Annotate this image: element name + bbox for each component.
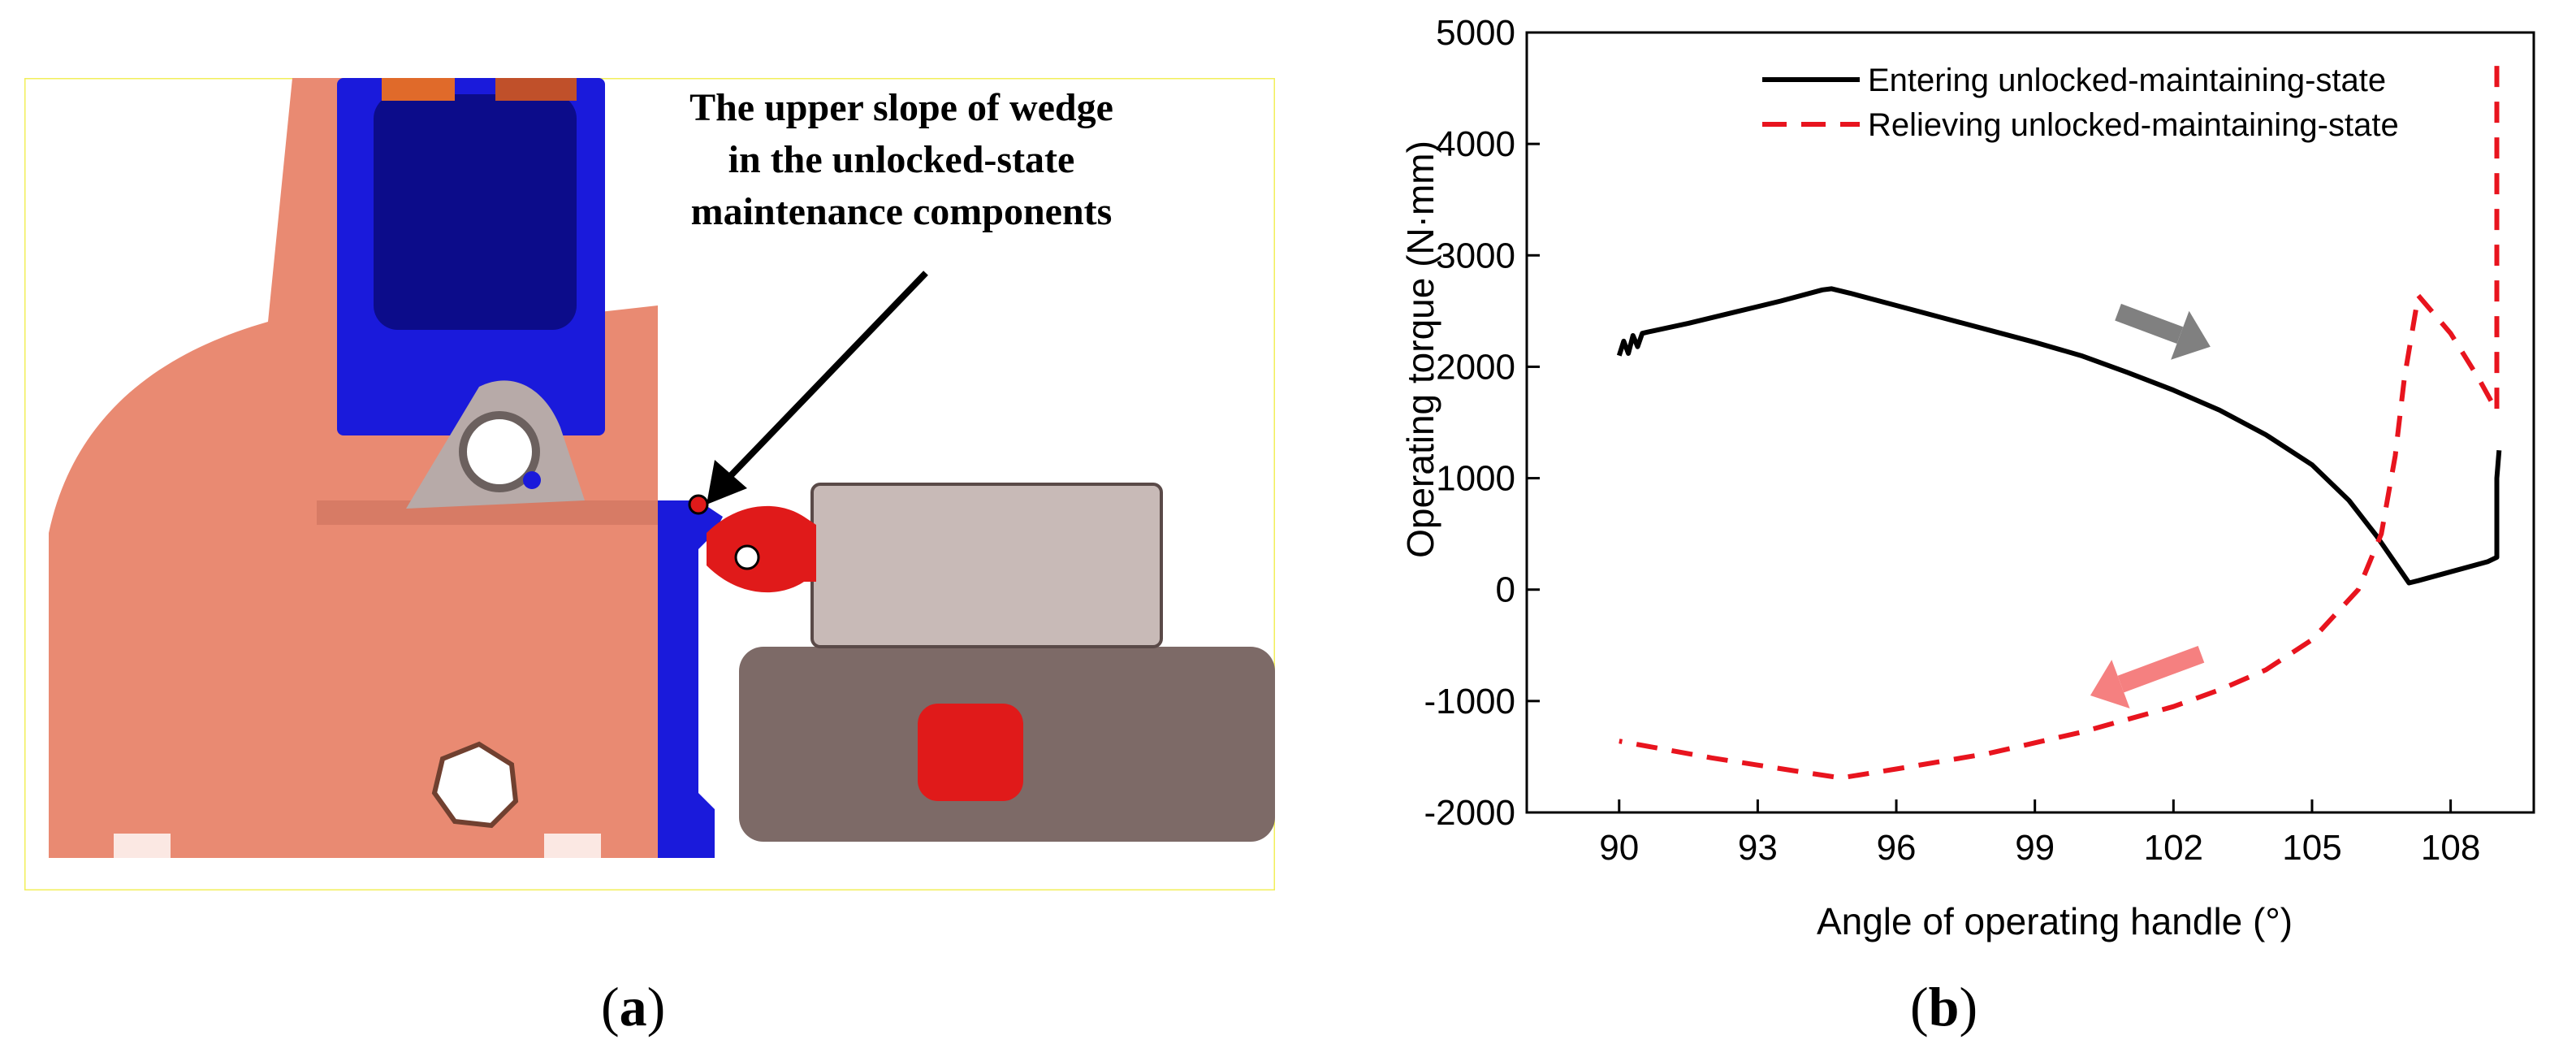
unlocked-state-wedge (658, 500, 723, 858)
clevis-hole (734, 544, 760, 570)
panel-b-caption-letter: b (1928, 976, 1960, 1038)
y-tick-label: 1000 (1436, 459, 1515, 499)
panel-b-caption: (b) (1910, 975, 1977, 1039)
mechanism-rendering: The upper slope of wedge in the unlocked… (24, 78, 1275, 890)
wedge-slope-marker (688, 494, 709, 515)
panel-b-caption-close: ) (1959, 976, 1978, 1038)
panel-a-caption: (a) (601, 975, 665, 1039)
y-tick-label: -2000 (1424, 793, 1515, 833)
annotation-arrow-head (707, 460, 747, 505)
link-dot (523, 471, 541, 489)
chart-axes: 90 93 96 99 102 105 108 5000 4000 3000 2000 1000 0 -1… (1424, 13, 2535, 868)
x-tick-label: 99 (2015, 828, 2055, 868)
frame-tab (544, 834, 601, 858)
y-tick-label: 2000 (1436, 347, 1515, 387)
annotation-line-1: The upper slope of wedge (689, 86, 1113, 129)
series-entering-line (1616, 286, 2502, 586)
gray-direction-arrow-head (2171, 310, 2211, 360)
red-clevis (707, 505, 816, 593)
pink-direction-arrow (2117, 645, 2205, 693)
frame-body (24, 78, 658, 858)
plot-frame (1525, 31, 2535, 814)
panel-b-caption-open: ( (1910, 976, 1929, 1038)
panel-a-caption-letter: a (619, 976, 647, 1038)
series-relieving-line (1619, 66, 2500, 781)
y-tick-label: 0 (1496, 570, 1515, 610)
torque-chart: 90 93 96 99 102 105 108 5000 4000 3000 2000 1000 0 -1… (1399, 13, 2535, 942)
slider-cap (495, 78, 577, 101)
x-tick-label: 105 (2282, 828, 2341, 868)
chart-series (1616, 66, 2502, 781)
pink-direction-arrow-head (2090, 660, 2130, 709)
annotation-line-3: maintenance components (691, 190, 1113, 233)
y-tick-label: 4000 (1436, 124, 1515, 164)
legend-entry: Entering unlocked-maintaining-state (1868, 63, 2386, 98)
annotation-line-2: in the unlocked-state (728, 138, 1075, 181)
y-tick-label: -1000 (1424, 682, 1515, 721)
blue-slider-inner (374, 94, 577, 330)
x-tick-label: 108 (2421, 828, 2480, 868)
x-tick-label: 90 (1599, 828, 1639, 868)
link-hole (459, 411, 540, 492)
gray-direction-arrow (2115, 303, 2184, 344)
y-tick-label: 5000 (1436, 13, 1515, 53)
frame-bolt-hole (431, 741, 519, 829)
x-axis-label: Angle of operating handle (°) (1817, 900, 2293, 942)
slider-cap (382, 78, 455, 101)
frame-tab (114, 834, 171, 858)
x-tick-label: 102 (2144, 828, 2203, 868)
actuator-box (810, 483, 1163, 648)
y-tick-label: 3000 (1436, 236, 1515, 275)
y-axis-label: Operating torque (N·mm) (1399, 141, 1441, 558)
x-tick-label: 93 (1738, 828, 1778, 868)
chart-legend: Entering unlocked-maintaining-state Relie… (1762, 63, 2399, 143)
panel-a-caption-open: ( (601, 976, 620, 1038)
annotation-arrow (712, 271, 928, 495)
frame-upper-arm (292, 78, 333, 338)
cylinder-red-button (918, 704, 1023, 801)
x-tick-label: 96 (1877, 828, 1917, 868)
panel-a-caption-close: ) (646, 976, 666, 1038)
chart-arrows (2090, 303, 2211, 709)
legend-entry: Relieving unlocked-maintaining-state (1868, 107, 2399, 143)
